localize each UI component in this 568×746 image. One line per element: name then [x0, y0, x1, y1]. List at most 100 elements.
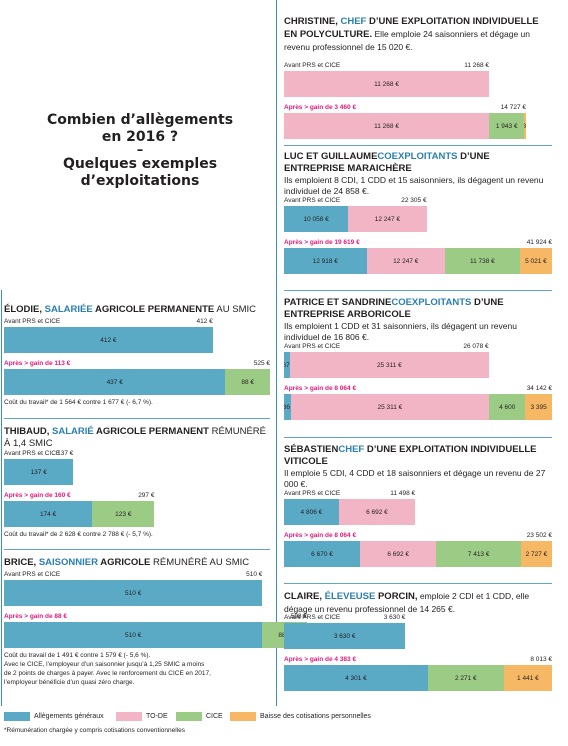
separator-patrice	[284, 290, 552, 291]
legend-swatch-cice	[176, 712, 202, 721]
title-dash: –	[136, 143, 144, 158]
bar-segment-tode: 12 247 €	[348, 206, 427, 232]
bar-segment-allegements: 10 058 €	[284, 206, 349, 232]
header-part-p3: D’UNE EXPLOITATION INDIVIDUELLE	[366, 16, 539, 27]
panel-header: SÉBASTIENCHEF D’UNE EXPLOITATION INDIVID…	[284, 444, 552, 468]
before-total: 26 078 €	[463, 343, 489, 350]
panel-note: Coût du travail de 1 491 € contre 1 579 …	[4, 652, 151, 659]
before-total: 510 €	[246, 571, 263, 578]
before-bar: 412 €	[4, 327, 213, 353]
main-title: Combien d’allègements en 2016 ? – Quelqu…	[30, 112, 250, 190]
bar-segment-baisse: 5 021 €	[519, 248, 552, 274]
bar-segment-baisse: 88 €	[524, 113, 526, 139]
separator-luc	[284, 145, 552, 146]
before-total: 412 €	[196, 318, 213, 325]
bar-segment-allegements: 12 918 €	[284, 248, 367, 274]
panel-description: Il emploie 5 CDI, 4 CDD et 18 saisonnier…	[284, 468, 546, 489]
after-bar: 4 301 €2 271 €1 441 €	[284, 665, 552, 691]
after-bar: 11 268 €1 943 €88 €	[284, 113, 526, 139]
bar-segment-allegements: 174 €	[4, 501, 93, 527]
after-total: 34 142 €	[526, 385, 552, 392]
panel-header: CLAIRE, ÉLEVEUSE PORCIN, emploie 2 CDI e…	[284, 590, 552, 616]
bar-segment-allegements: 4 806 €	[284, 499, 339, 525]
before-label: Avant PRS et CICE	[284, 197, 341, 204]
header-part-p3: AGRICOLE PERMANENT	[93, 426, 209, 437]
after-label: Après > gain de 19 619 €	[284, 239, 360, 246]
before-total: 22 305 €	[401, 197, 427, 204]
panel-note: Avec le CICE, l’employeur d’un saisonnie…	[4, 661, 205, 668]
before-bar: 3 630 €	[284, 623, 406, 649]
panel-note: de 2 points de charges à payer. Avec le …	[4, 670, 211, 677]
header-part-p1: PATRICE ET SANDRINE	[284, 297, 392, 308]
header-part-p5: EN POLYCULTURE.	[284, 29, 373, 40]
before-label: Avant PRS et CICE	[284, 343, 341, 350]
before-label: Avant PRS et CICE	[284, 614, 341, 621]
bar-segment-allegements: 510 €	[4, 580, 263, 606]
header-part-p1: BRICE,	[4, 557, 39, 568]
legend-swatch-allegements	[4, 712, 30, 721]
title-line-3: Quelques exemples	[62, 156, 218, 172]
legend-label-allegements: Allègements généraux	[34, 713, 104, 720]
after-total: 14 727 €	[500, 104, 526, 111]
bar-segment-tode: 12 247 €	[366, 248, 445, 274]
bar-segment-tode: 6 692 €	[360, 541, 437, 567]
separator-brice	[4, 549, 270, 550]
title-line-1: Combien d’allègements	[46, 112, 234, 128]
panel-header: LUC ET GUILLAUMECOEXPLOITANTS D’UNE ENTR…	[284, 151, 552, 175]
legend-swatch-tode	[116, 712, 142, 721]
bar-segment-allegements: 4 301 €	[284, 665, 428, 691]
after-label: Après > gain de 3 460 €	[284, 104, 357, 111]
header-part-p2: CHEF	[340, 16, 367, 27]
footnote: *Rémunération chargée y compris cotisati…	[4, 727, 186, 734]
header-part-p4: RÉMUNÉRÉ AU SMIC	[150, 557, 250, 568]
legend-label-baisse: Baisse des cotisations personnelles	[260, 713, 371, 720]
separator-claire	[284, 583, 552, 584]
header-part-p1: ÉLODIE,	[4, 304, 45, 315]
panel-header: BRICE, SAISONNIER AGRICOLE RÉMUNÉRÉ AU S…	[4, 557, 270, 569]
before-label: Avant PRS et CICE	[284, 490, 341, 497]
header-part-p3: PORCIN,	[375, 591, 418, 602]
header-part-p1: LUC ET GUILLAUME	[284, 151, 378, 162]
after-label: Après > gain de 4 383 €	[284, 656, 357, 663]
after-total: 23 502 €	[526, 532, 552, 539]
after-bar: 174 €123 €	[4, 501, 155, 527]
header-part-p2: SAISONNIER	[38, 557, 98, 568]
before-label: Avant PRS et CICE	[4, 318, 61, 325]
after-label: Après > gain de 8 064 €	[284, 385, 357, 392]
after-label: Après > gain de 8 064 €	[284, 532, 357, 539]
bar-segment-cice: 4 600	[489, 394, 526, 420]
panel-header: THIBAUD, SALARIÉ AGRICOLE PERMANENT RÉMU…	[4, 426, 270, 450]
title-line-2: en 2016 ?	[101, 129, 179, 145]
after-label: Après > gain de 160 €	[4, 492, 71, 499]
after-bar: 437 €88 €	[4, 369, 270, 395]
bar-segment-allegements: 3 630 €	[284, 623, 406, 649]
after-bar: 12 918 €12 247 €11 738 €5 021 €	[284, 248, 552, 274]
after-label: Après > gain de 88 €	[4, 613, 68, 620]
panel-note: Coût du travail* de 2 628 € contre 2 788…	[4, 531, 153, 538]
bar-segment-allegements: 437 €	[4, 369, 226, 395]
bar-segment-cice: 7 413 €	[436, 541, 521, 567]
before-total: 11 498 €	[390, 490, 416, 497]
after-label: Après > gain de 113 €	[4, 360, 71, 367]
legend-label-cice: CICE	[206, 713, 223, 720]
left-column-rule	[1, 290, 2, 706]
after-total: 297 €	[138, 492, 155, 499]
after-total: 41 924 €	[526, 239, 552, 246]
panel-header: PATRICE ET SANDRINECOEXPLOITANTS D’UNE E…	[284, 297, 552, 321]
panel-note: l’employeur bénéficie d’un quasi zéro ch…	[4, 679, 135, 686]
before-bar: 767 €25 311 €	[284, 352, 489, 378]
panel-description: Elle emploie 24 saisonniers et dégage un…	[284, 29, 530, 52]
bar-segment-allegements: 6 670 €	[284, 541, 361, 567]
header-part-p2: COEXPLOITANTS	[391, 297, 472, 308]
before-label: Avant PRS et CICE	[284, 62, 341, 69]
header-part-p1: CLAIRE,	[284, 591, 325, 602]
bar-segment-allegements: 767 €	[284, 352, 291, 378]
title-line-4: d’exploitations	[80, 173, 200, 189]
header-part-p4: AU SMIC	[214, 304, 256, 315]
before-bar: 10 058 €12 247 €	[284, 206, 427, 232]
bar-segment-allegements: 510 €	[4, 622, 263, 648]
after-total: 8 013 €	[530, 656, 552, 663]
bar-segment-tode: 25 311 €	[290, 352, 489, 378]
bar-segment-cice: 1 943 €	[489, 113, 525, 139]
